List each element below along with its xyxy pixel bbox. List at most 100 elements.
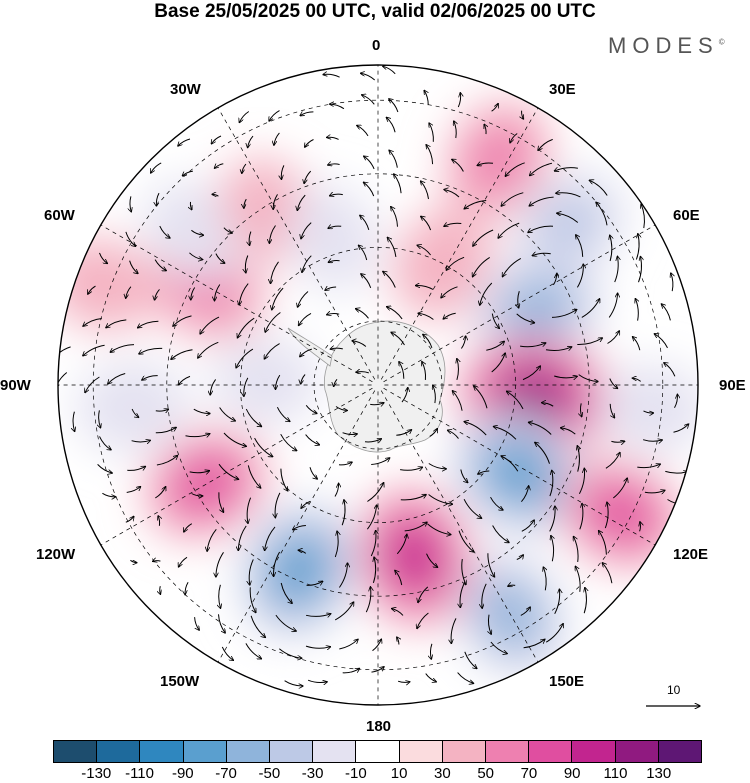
wind-arrow xyxy=(516,313,535,323)
wind-arrow xyxy=(644,490,665,493)
wind-arrow xyxy=(193,408,210,413)
wind-arrow xyxy=(184,523,193,532)
colorbar xyxy=(53,740,702,763)
latitude-circle xyxy=(166,173,590,597)
wind-arrow xyxy=(605,452,620,469)
wind-arrow xyxy=(155,409,169,411)
wind-arrow xyxy=(444,190,460,198)
map-border xyxy=(57,64,699,706)
wind-arrow xyxy=(490,496,504,510)
wind-arrow xyxy=(97,464,113,473)
wind-arrow xyxy=(529,196,554,206)
wind-arrow xyxy=(269,110,280,122)
wind-arrow xyxy=(330,348,343,349)
wind-arrow xyxy=(367,483,383,502)
wind-arrow xyxy=(342,433,358,435)
wind-arrow xyxy=(218,614,226,633)
colorbar-swatch xyxy=(615,741,659,762)
wind-arrow xyxy=(611,441,624,442)
wind-arrow xyxy=(339,639,358,650)
wind-arrow xyxy=(395,570,403,586)
wind-arrow xyxy=(577,446,579,472)
wind-arrow xyxy=(179,556,188,567)
wind-arrow xyxy=(674,394,678,409)
wind-arrow xyxy=(400,467,423,470)
wind-arrow xyxy=(341,500,345,526)
wind-arrow xyxy=(578,374,599,382)
wind-arrow xyxy=(129,260,139,274)
wind-arrow xyxy=(300,112,314,116)
wind-arrow xyxy=(671,273,673,292)
wind-arrow xyxy=(430,643,431,660)
colorbar-tick-label: -70 xyxy=(215,765,237,782)
wind-arrow xyxy=(125,516,134,523)
wind-arrow xyxy=(576,264,583,288)
wind-arrow xyxy=(516,555,524,560)
wind-arrow xyxy=(545,624,563,643)
polar-map xyxy=(57,64,750,735)
wind-arrow xyxy=(371,667,385,673)
wind-arrow xyxy=(641,204,644,229)
wind-arrow xyxy=(307,679,327,682)
colorbar-tick-label: -90 xyxy=(171,765,194,782)
wind-arrow xyxy=(637,464,660,468)
wind-arrow xyxy=(614,256,619,283)
colorbar-swatch xyxy=(270,741,314,762)
wind-arrow xyxy=(554,168,578,172)
lon-label-30e: 30E xyxy=(549,81,576,98)
anomaly-contour-12-2 xyxy=(176,457,236,511)
wind-arrow xyxy=(417,612,429,629)
wind-vectors xyxy=(58,66,689,686)
wind-arrow xyxy=(126,487,141,493)
wind-arrow xyxy=(131,440,151,442)
wind-arrow xyxy=(427,523,451,535)
colorbar-tick-label: -10 xyxy=(345,765,367,782)
wind-arrow xyxy=(237,317,255,338)
wind-arrow xyxy=(473,229,494,246)
wind-arrow xyxy=(608,293,617,318)
anomaly-contour-8-2 xyxy=(591,487,651,541)
wind-arrow xyxy=(370,530,376,557)
wind-arrow xyxy=(338,462,352,465)
wind-arrow xyxy=(245,643,262,658)
wind-arrow xyxy=(335,406,347,411)
wind-arrow xyxy=(156,192,160,206)
wind-arrow xyxy=(139,347,163,354)
wind-arrow xyxy=(457,359,459,381)
wind-arrow xyxy=(532,253,551,255)
colorbar-swatch xyxy=(97,741,141,762)
wind-arrow xyxy=(355,309,369,319)
wind-arrow xyxy=(404,522,427,532)
wind-arrow xyxy=(580,403,581,416)
latitude-circle xyxy=(92,99,664,671)
lon-label-120e: 120E xyxy=(673,546,709,563)
wind-arrow xyxy=(387,237,397,257)
wind-arrow xyxy=(171,349,193,360)
wind-arrow xyxy=(278,648,302,659)
wind-arrow xyxy=(429,123,434,142)
wind-arrow xyxy=(297,194,306,211)
wind-arrow xyxy=(474,386,488,409)
wind-arrow xyxy=(425,673,437,682)
wind-arrow xyxy=(236,348,254,368)
colorbar-tick-label: -110 xyxy=(125,765,154,782)
anomaly-contour-7-3 xyxy=(490,447,548,499)
wind-arrow xyxy=(545,347,572,352)
wind-arrow xyxy=(584,587,586,614)
colorbar-tick-label: 50 xyxy=(477,765,494,782)
wind-arrow xyxy=(223,432,246,446)
colorbar-swatch xyxy=(356,741,400,762)
wind-arrow xyxy=(328,164,340,165)
wind-arrow xyxy=(304,170,312,184)
wind-arrow xyxy=(551,535,554,562)
wind-arrow xyxy=(249,559,254,585)
wind-arrow xyxy=(426,145,434,165)
wind-arrow xyxy=(522,366,540,381)
wind-arrow xyxy=(173,315,192,326)
wind-arrow xyxy=(521,520,535,532)
wind-arrow xyxy=(363,182,375,197)
wind-arrow xyxy=(276,374,281,389)
anomaly-contour-15-0 xyxy=(211,337,321,425)
colorbar-tick-label: 90 xyxy=(563,765,581,782)
colorbar-swatch xyxy=(572,741,616,762)
